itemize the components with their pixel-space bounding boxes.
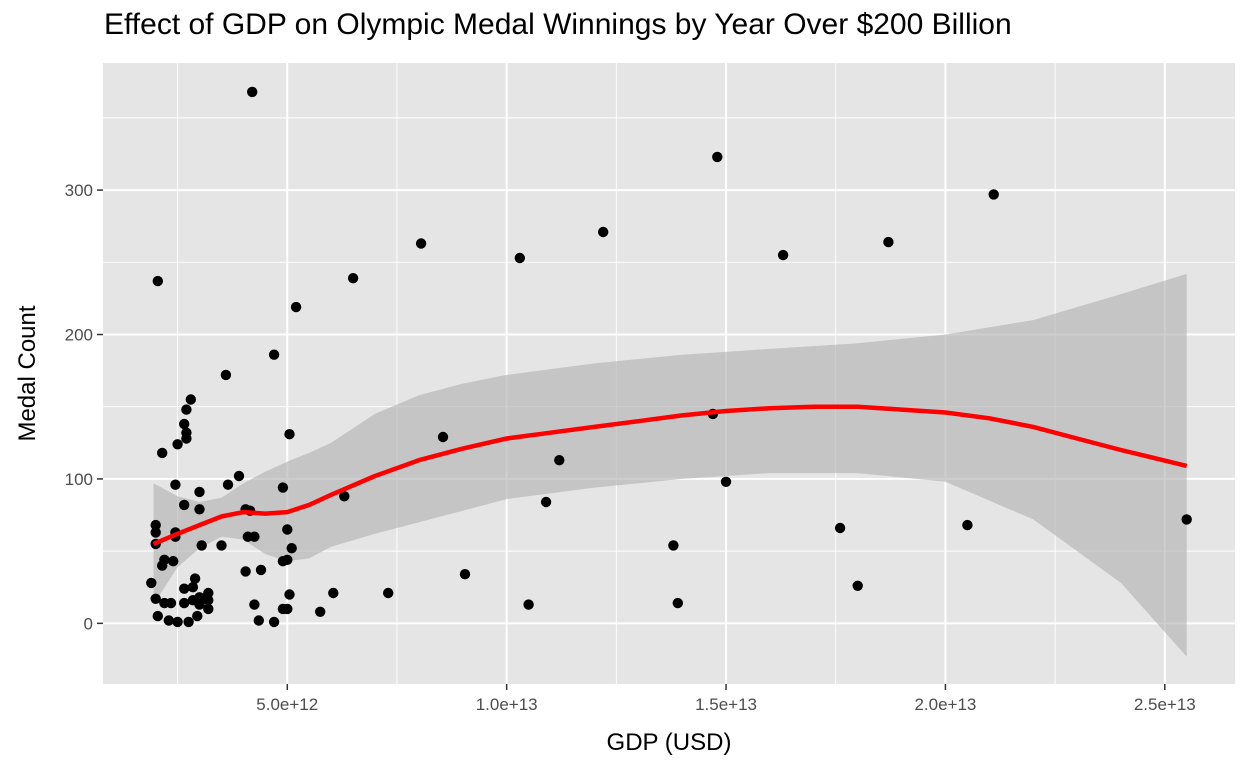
y-tick-label: 0	[84, 614, 93, 633]
data-point	[179, 583, 190, 594]
data-point	[196, 540, 207, 551]
data-point	[834, 522, 846, 534]
data-point	[268, 616, 280, 628]
data-point	[233, 470, 245, 482]
data-point	[268, 349, 280, 360]
data-point	[187, 582, 199, 593]
x-tick-label: 1.0e+13	[476, 695, 538, 714]
x-tick-label: 2.0e+13	[914, 695, 976, 714]
data-point	[172, 616, 183, 628]
data-point	[554, 455, 565, 466]
y-tick-label: 100	[65, 470, 93, 489]
data-point	[1181, 514, 1192, 525]
data-point	[883, 236, 894, 248]
y-tick-label: 300	[65, 181, 93, 200]
data-point	[216, 540, 227, 551]
data-point	[249, 531, 260, 542]
data-point	[150, 527, 161, 538]
data-point	[179, 597, 190, 609]
data-point	[282, 603, 293, 615]
x-tick-label: 2.5e+13	[1134, 695, 1196, 714]
data-point	[598, 226, 609, 238]
data-point	[712, 151, 723, 163]
data-point	[203, 587, 214, 599]
data-point	[146, 577, 157, 589]
data-point	[194, 486, 205, 498]
data-point	[163, 615, 174, 626]
data-point	[282, 554, 293, 565]
smooth-trend-line	[152, 404, 1188, 546]
data-point	[179, 418, 190, 430]
data-point	[168, 556, 179, 567]
data-point	[194, 592, 205, 603]
data-point	[415, 238, 427, 249]
data-point	[720, 476, 732, 487]
data-point	[170, 479, 181, 490]
data-point	[165, 597, 177, 609]
data-point	[157, 447, 168, 459]
data-point	[240, 566, 251, 577]
data-point	[203, 603, 214, 615]
data-point	[347, 273, 359, 284]
data-point	[203, 595, 214, 606]
data-point	[514, 252, 525, 264]
data-point	[668, 540, 679, 551]
data-point	[277, 482, 289, 493]
y-tick-label: 200	[65, 326, 93, 345]
data-point	[339, 491, 350, 502]
data-point	[181, 404, 192, 415]
data-point	[220, 369, 232, 381]
data-point	[777, 249, 789, 261]
data-point	[315, 606, 326, 617]
data-point	[962, 519, 973, 531]
data-point	[179, 499, 190, 511]
data-point	[284, 429, 295, 440]
data-point	[194, 504, 205, 515]
data-point	[189, 573, 201, 584]
y-axis-title: Medal Count	[14, 305, 41, 441]
data-point	[523, 599, 534, 610]
data-point	[988, 189, 999, 200]
data-point	[540, 496, 552, 508]
data-point	[222, 479, 234, 490]
data-point	[152, 275, 163, 287]
data-point	[286, 543, 297, 554]
data-point	[255, 564, 267, 576]
data-point	[181, 433, 192, 444]
data-point	[672, 597, 683, 609]
y-axis: 0 100 200 300	[65, 181, 103, 633]
data-point	[194, 599, 205, 610]
data-point	[159, 554, 170, 565]
confidence-ribbon	[153, 273, 1187, 657]
data-point	[172, 439, 183, 450]
data-point	[284, 589, 295, 600]
data-point	[183, 616, 194, 628]
data-point	[383, 587, 394, 599]
x-axis: 5.0e+12 1.0e+13 1.5e+13 2.0e+13 2.5e+13	[256, 684, 1196, 714]
x-tick-label: 1.5e+13	[695, 695, 757, 714]
data-point	[249, 599, 260, 610]
data-point	[290, 301, 302, 313]
data-point	[247, 86, 258, 98]
data-point	[192, 610, 203, 622]
data-point	[437, 431, 449, 443]
x-axis-title: GDP (USD)	[607, 729, 732, 756]
data-point	[328, 587, 339, 599]
data-point	[253, 615, 264, 626]
data-point	[152, 610, 163, 622]
chart-title: Effect of GDP on Olympic Medal Winnings …	[104, 8, 1012, 41]
data-point	[185, 394, 196, 405]
data-point	[150, 519, 161, 531]
data-point	[282, 524, 293, 535]
data-point	[852, 580, 863, 591]
data-point	[150, 593, 161, 604]
data-point	[459, 569, 471, 580]
x-tick-label: 5.0e+12	[256, 695, 318, 714]
